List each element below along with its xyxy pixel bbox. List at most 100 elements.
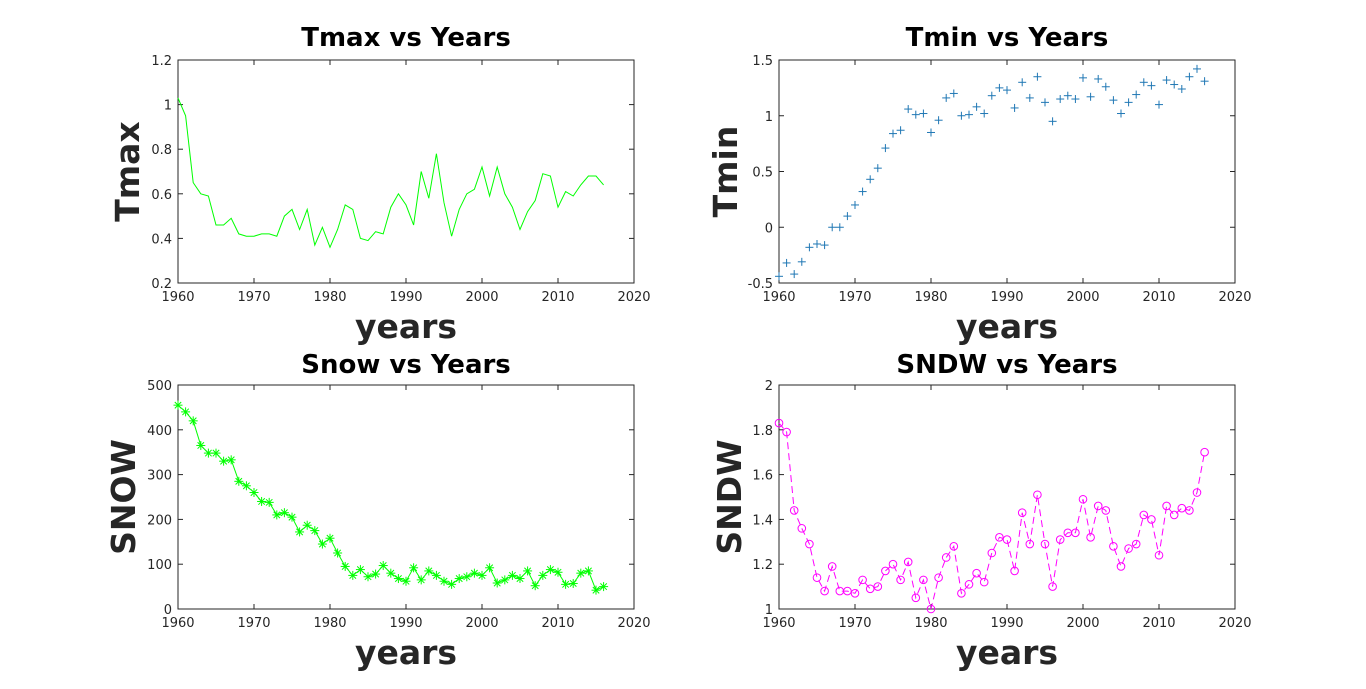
data-point [1162, 501, 1171, 511]
data-point [211, 448, 221, 458]
data-point [1154, 550, 1164, 560]
y-tick-label: 1.5 [752, 54, 773, 69]
data-point [355, 565, 365, 575]
y-tick-label: 1.2 [752, 558, 773, 573]
x-tick-label: 1970 [838, 290, 871, 305]
y-tick-label: 0.6 [151, 188, 172, 203]
data-point [1063, 91, 1072, 100]
data-point [1025, 93, 1034, 102]
x-axis-label: years [355, 307, 457, 346]
data-point [424, 566, 434, 576]
data-point [1109, 96, 1118, 105]
data-point [1193, 64, 1201, 73]
y-tick-label: 1 [164, 99, 172, 114]
y-tick-label: 0.8 [151, 143, 172, 158]
data-point [1169, 510, 1179, 520]
data-point [1139, 510, 1149, 520]
data-point [789, 506, 799, 515]
y-tick-label: 0.5 [752, 166, 773, 181]
data-point [987, 548, 997, 558]
series-line [778, 422, 1206, 610]
data-point [1056, 95, 1065, 104]
y-tick-label: 1.2 [151, 54, 172, 69]
data-point [1117, 109, 1125, 118]
data-point [805, 243, 814, 252]
data-point [881, 566, 890, 576]
data-point [561, 579, 571, 589]
data-point [401, 576, 411, 586]
data-point [219, 456, 229, 466]
data-point [295, 527, 305, 537]
chart-title: Tmax vs Years [301, 23, 511, 53]
y-tick-label: 1.6 [752, 469, 773, 484]
y-tick-label: 2 [765, 379, 773, 394]
data-point [775, 272, 783, 281]
data-point [979, 577, 989, 587]
data-point [553, 567, 563, 577]
x-tick-label: 2000 [465, 616, 498, 631]
x-tick-label: 2020 [1218, 616, 1251, 631]
x-tick-label: 1990 [990, 616, 1023, 631]
data-point [188, 416, 198, 426]
x-tick-label: 1980 [914, 290, 947, 305]
data-point [485, 563, 495, 573]
data-point [515, 574, 525, 584]
data-point [477, 570, 487, 580]
data-point [1170, 80, 1179, 89]
data-point [889, 129, 897, 138]
data-point [1010, 103, 1019, 112]
y-tick-label: 0.2 [151, 277, 172, 292]
y-axis-label: SNOW [104, 439, 143, 555]
x-tick-label: 1960 [762, 290, 795, 305]
x-tick-label: 1990 [990, 290, 1023, 305]
data-point [865, 584, 875, 594]
data-point [827, 562, 837, 571]
data-point [1086, 92, 1095, 101]
data-point [287, 512, 297, 522]
data-point [797, 524, 807, 533]
x-tick-label: 2000 [1066, 290, 1099, 305]
plot-area [177, 384, 635, 610]
data-point [1177, 503, 1187, 513]
data-point [279, 508, 289, 518]
data-point [1079, 73, 1087, 82]
data-point [416, 575, 426, 585]
data-point [1010, 566, 1019, 576]
data-point [583, 566, 593, 576]
x-tick-label: 2020 [617, 290, 650, 305]
y-tick-label: 1 [765, 603, 773, 618]
y-tick-label: 0 [765, 221, 773, 236]
data-point [820, 241, 829, 250]
data-point [782, 427, 791, 437]
data-point [1162, 76, 1171, 85]
data-point [530, 581, 540, 591]
data-point [850, 589, 860, 598]
y-tick-label: 300 [147, 469, 172, 484]
chart-title: Snow vs Years [301, 350, 511, 380]
x-tick-label: 1960 [161, 290, 194, 305]
data-point [1033, 490, 1042, 500]
data-point [1078, 494, 1088, 504]
data-point [1094, 74, 1103, 83]
data-point [965, 110, 973, 119]
data-point [1033, 72, 1042, 81]
data-point [873, 582, 883, 591]
data-point [1155, 100, 1163, 109]
x-axis-label: years [355, 633, 457, 672]
data-point [1124, 544, 1133, 553]
data-point [492, 578, 502, 588]
data-point [576, 568, 586, 578]
x-tick-label: 2010 [1142, 616, 1175, 631]
y-tick-label: 200 [147, 513, 172, 528]
data-point [919, 109, 928, 118]
data-point [972, 568, 981, 578]
data-point [911, 110, 920, 119]
plot-area [778, 384, 1236, 610]
data-point [1192, 488, 1202, 497]
data-point [371, 569, 381, 579]
data-point [1109, 541, 1118, 551]
data-point [1139, 78, 1148, 87]
data-point [843, 212, 852, 221]
data-point [964, 580, 974, 589]
y-tick-label: 1.4 [752, 513, 773, 528]
